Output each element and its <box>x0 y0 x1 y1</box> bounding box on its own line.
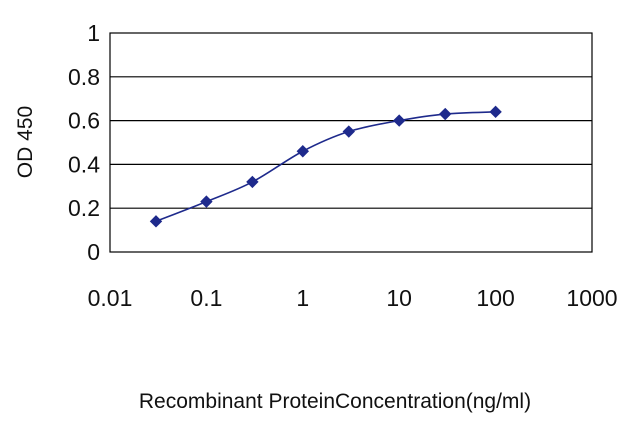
axis-layer <box>109 32 593 253</box>
data-point <box>342 125 356 138</box>
data-point <box>392 114 406 127</box>
data-point <box>200 195 213 208</box>
data-point <box>489 105 502 119</box>
y-tick-label: 0.2 <box>68 195 100 221</box>
y-tick-label: 1 <box>87 20 100 46</box>
data-point <box>296 145 310 158</box>
y-tick-label: 0.6 <box>68 108 100 134</box>
x-tick-label: 10 <box>386 285 412 311</box>
y-tick-label: 0.8 <box>68 64 100 90</box>
data-point <box>246 175 259 189</box>
plot-frame <box>109 32 593 253</box>
x-tick-label: 1000 <box>566 285 617 311</box>
data-point <box>438 107 452 121</box>
label-layer: OD 450 Recombinant ProteinConcentration(… <box>14 20 618 413</box>
y-tick-label: 0 <box>87 239 100 265</box>
x-tick-label: 1 <box>296 285 309 311</box>
y-tick-label: 0.4 <box>68 151 100 177</box>
data-point <box>149 215 163 228</box>
x-tick-label: 0.01 <box>88 285 133 311</box>
grid-layer <box>110 76 592 209</box>
x-tick-label: 100 <box>476 285 514 311</box>
x-tick-label: 0.1 <box>190 285 222 311</box>
x-axis-title: Recombinant ProteinConcentration(ng/ml) <box>139 390 531 413</box>
series-layer <box>149 105 502 228</box>
y-axis-title: OD 450 <box>14 106 37 178</box>
